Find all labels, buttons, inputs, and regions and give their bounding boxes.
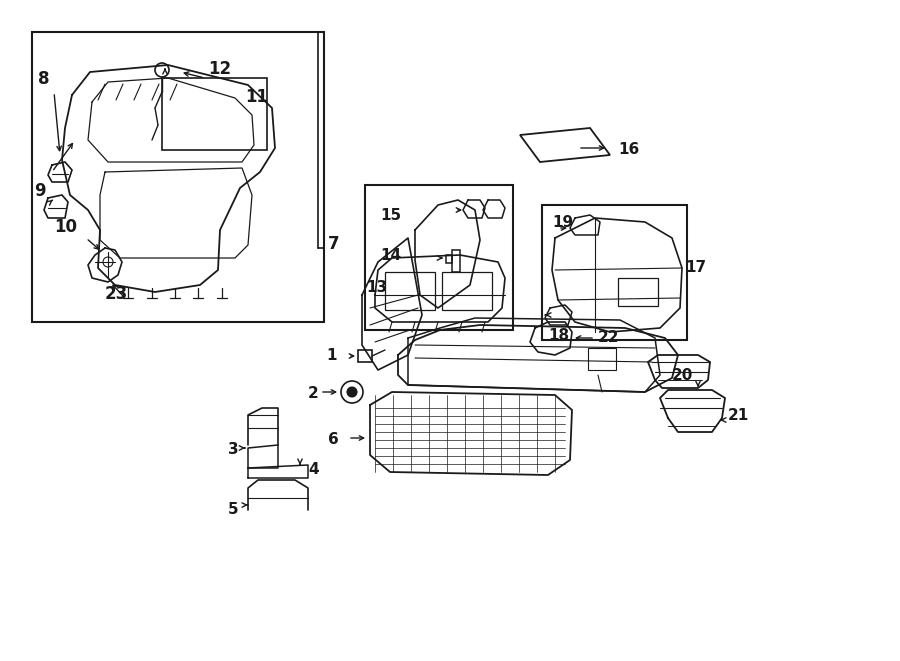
Text: 13: 13 <box>366 280 387 295</box>
Text: 23: 23 <box>105 285 128 303</box>
Text: 9: 9 <box>34 182 46 200</box>
Text: 16: 16 <box>618 142 639 157</box>
Text: 5: 5 <box>228 502 238 517</box>
Text: 4: 4 <box>308 462 319 477</box>
Text: 15: 15 <box>380 208 401 223</box>
Bar <box>618 278 658 306</box>
Bar <box>446 255 452 263</box>
Text: 10: 10 <box>54 218 77 236</box>
Text: 18: 18 <box>548 328 569 343</box>
Text: 7: 7 <box>328 235 339 253</box>
Bar <box>162 78 267 150</box>
Bar <box>588 348 616 370</box>
Text: 17: 17 <box>685 260 706 275</box>
Bar <box>365 185 513 330</box>
Text: 12: 12 <box>208 60 231 78</box>
Bar <box>452 250 460 272</box>
Text: 20: 20 <box>672 368 693 383</box>
Text: 19: 19 <box>552 215 573 230</box>
Text: 14: 14 <box>380 248 401 263</box>
Circle shape <box>347 387 357 397</box>
Bar <box>32 32 324 322</box>
Text: 2: 2 <box>308 386 319 401</box>
Text: 11: 11 <box>245 88 268 106</box>
Text: 3: 3 <box>228 442 238 457</box>
Bar <box>358 350 372 362</box>
Text: 8: 8 <box>38 70 50 88</box>
Bar <box>542 205 687 340</box>
Text: 21: 21 <box>728 408 749 423</box>
Bar <box>442 272 492 310</box>
Text: 1: 1 <box>326 348 337 363</box>
Text: 6: 6 <box>328 432 338 447</box>
Text: 22: 22 <box>598 330 619 345</box>
Bar <box>385 272 435 310</box>
